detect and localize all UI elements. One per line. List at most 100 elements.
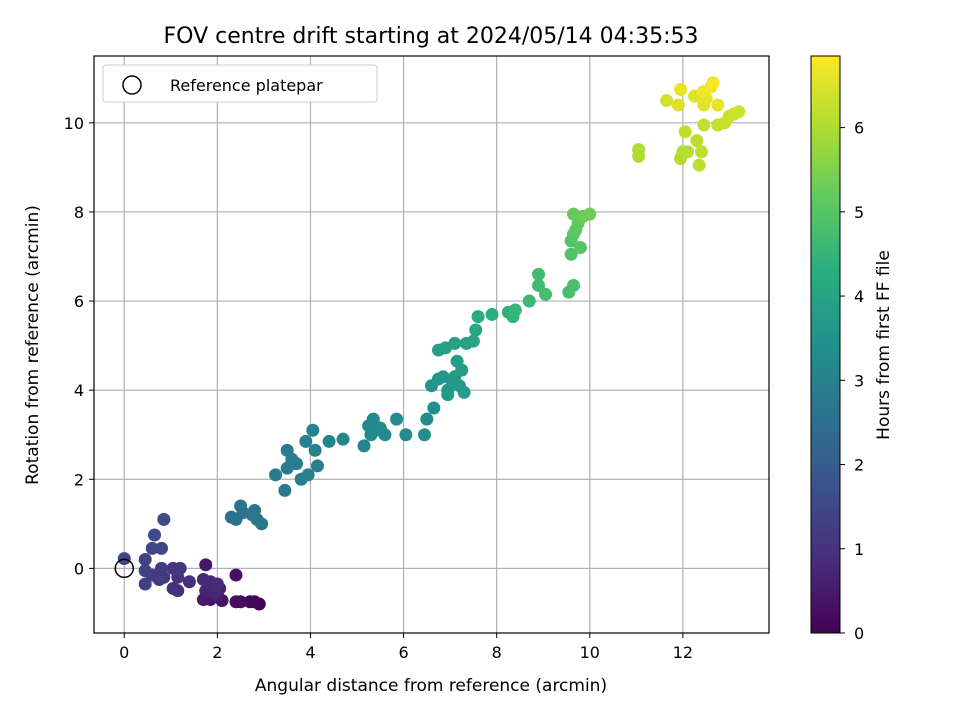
data-point	[532, 267, 546, 281]
points-layer	[117, 76, 746, 611]
colorbar-tick-label: 0	[854, 624, 864, 643]
data-point	[378, 428, 392, 442]
data-point	[390, 412, 404, 426]
data-point	[471, 310, 485, 324]
data-point	[539, 287, 553, 301]
data-point	[148, 528, 162, 542]
data-point	[357, 439, 371, 453]
colorbar-label: Hours from first FF file	[874, 250, 894, 440]
data-point	[199, 558, 213, 572]
data-point	[485, 307, 499, 321]
data-point	[532, 278, 546, 292]
data-point	[441, 388, 455, 402]
data-point	[196, 573, 210, 587]
colorbar-tick-label: 2	[854, 456, 864, 475]
x-tick-label: 2	[212, 643, 222, 662]
data-point	[457, 385, 471, 399]
data-point	[245, 508, 259, 522]
plot-frame	[93, 55, 770, 634]
data-point	[681, 145, 695, 159]
y-tick-label: 4	[74, 381, 84, 400]
data-point	[280, 443, 294, 457]
y-tick-label: 8	[74, 203, 84, 222]
colorbar-ticks: 0 1 2 3 4 5 6	[840, 119, 864, 643]
colorbar-tick-label: 4	[854, 287, 864, 306]
data-point	[522, 294, 536, 308]
reference-platepar-marker	[114, 558, 135, 579]
data-point	[420, 412, 434, 426]
colorbar-tick-label: 6	[854, 119, 864, 138]
data-point	[166, 561, 180, 575]
data-point	[336, 432, 350, 446]
data-point	[690, 134, 704, 148]
data-point	[255, 517, 269, 531]
x-tick-label: 6	[398, 643, 408, 662]
data-point	[566, 278, 580, 292]
data-point	[182, 575, 196, 589]
data-point	[711, 98, 725, 112]
y-tick-label: 2	[74, 470, 84, 489]
data-point	[436, 370, 450, 384]
data-point	[278, 483, 292, 497]
legend-box	[102, 64, 378, 103]
colorbar-frame	[810, 55, 841, 634]
x-tick-label: 0	[119, 643, 129, 662]
data-point	[308, 443, 322, 457]
y-tick-label: 0	[74, 559, 84, 578]
x-tick-label: 8	[492, 643, 502, 662]
data-point	[155, 541, 168, 555]
colorbar: 0 1 2 3 4 5 6 Hours from first FF file	[810, 55, 894, 643]
data-point	[418, 428, 432, 442]
data-point	[427, 401, 441, 415]
x-tick-label: 10	[580, 643, 600, 662]
y-tick-label: 6	[74, 292, 84, 311]
data-point	[674, 82, 688, 96]
x-tick-label: 12	[673, 643, 693, 662]
y-axis-label: Rotation from reference (arcmin)	[23, 205, 43, 485]
chart-title: FOV centre drift starting at 2024/05/14 …	[164, 24, 699, 49]
data-point	[301, 468, 315, 482]
data-point	[138, 577, 152, 591]
x-axis-label: Angular distance from reference (arcmin)	[255, 676, 607, 696]
data-point	[706, 76, 720, 90]
colorbar-gradient	[811, 56, 840, 633]
data-point	[660, 94, 674, 108]
data-point	[366, 412, 380, 426]
data-point	[166, 581, 180, 595]
data-point	[697, 118, 711, 132]
data-point	[508, 303, 522, 317]
legend-marker	[122, 75, 142, 95]
data-point	[564, 247, 578, 261]
data-point	[448, 336, 462, 350]
colorbar-tick-label: 1	[854, 540, 864, 559]
y-tick-label: 10	[64, 114, 84, 133]
data-point	[695, 145, 708, 159]
data-point	[466, 334, 480, 348]
data-point	[469, 323, 483, 337]
data-point	[210, 577, 224, 591]
data-point	[450, 354, 464, 368]
data-point	[322, 434, 336, 448]
data-point	[145, 541, 159, 555]
data-point	[573, 241, 587, 255]
data-point	[243, 595, 257, 609]
data-point	[138, 564, 152, 578]
data-point	[229, 595, 243, 609]
data-point	[155, 561, 168, 575]
data-point	[310, 459, 324, 473]
data-point	[399, 428, 413, 442]
data-point	[229, 568, 243, 582]
data-point	[692, 158, 706, 172]
data-point	[117, 552, 131, 566]
data-point	[678, 125, 692, 139]
x-tick-label: 4	[305, 643, 315, 662]
data-point	[290, 457, 303, 471]
data-point	[732, 105, 746, 119]
colorbar-tick-label: 3	[854, 371, 864, 390]
legend: Reference platepar	[102, 64, 378, 103]
data-point	[157, 512, 171, 526]
legend-label: Reference platepar	[170, 76, 323, 95]
data-point	[269, 468, 283, 482]
